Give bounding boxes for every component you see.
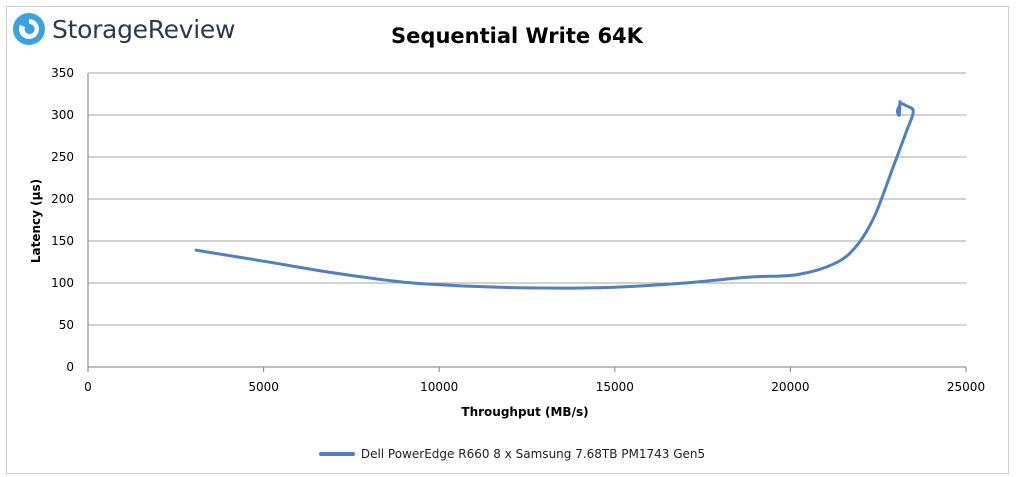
y-tick-label: 200 <box>51 192 74 206</box>
legend-swatch <box>318 452 355 456</box>
y-tick-label: 100 <box>51 276 74 290</box>
series-layer <box>194 100 915 290</box>
y-tick-label: 150 <box>51 234 74 248</box>
x-tick-label: 5000 <box>248 380 279 394</box>
y-tick-label: 350 <box>51 66 74 80</box>
y-tick-labels: 0 50 100 150 200 250 300 350 <box>51 66 74 374</box>
legend: Dell PowerEdge R660 8 x Samsung 7.68TB P… <box>0 447 1024 461</box>
axes <box>87 73 966 368</box>
y-tick-label: 250 <box>51 150 74 164</box>
x-axis-label: Throughput (MB/s) <box>461 405 588 419</box>
y-axis-label: Latency (µs) <box>29 179 43 263</box>
x-tick-label: 20000 <box>771 380 809 394</box>
x-tick-labels: 0 5000 10000 15000 20000 25000 <box>84 367 985 394</box>
brand-name: StorageReview <box>52 14 236 44</box>
x-tick-label: 15000 <box>596 380 634 394</box>
y-tick-label: 0 <box>66 360 74 374</box>
series-line <box>194 100 915 290</box>
x-tick-label: 25000 <box>947 380 985 394</box>
legend-label: Dell PowerEdge R660 8 x Samsung 7.68TB P… <box>360 447 706 461</box>
x-tick-label: 10000 <box>420 380 458 394</box>
y-tick-label: 300 <box>51 108 74 122</box>
storagereview-logo-icon <box>13 13 45 45</box>
grid-lines <box>88 72 966 326</box>
brand-logo: StorageReview <box>12 12 235 46</box>
chart-frame <box>6 6 1009 474</box>
y-tick-label: 50 <box>59 318 74 332</box>
chart-title: Sequential Write 64K <box>391 24 643 48</box>
x-tick-label: 0 <box>84 380 92 394</box>
